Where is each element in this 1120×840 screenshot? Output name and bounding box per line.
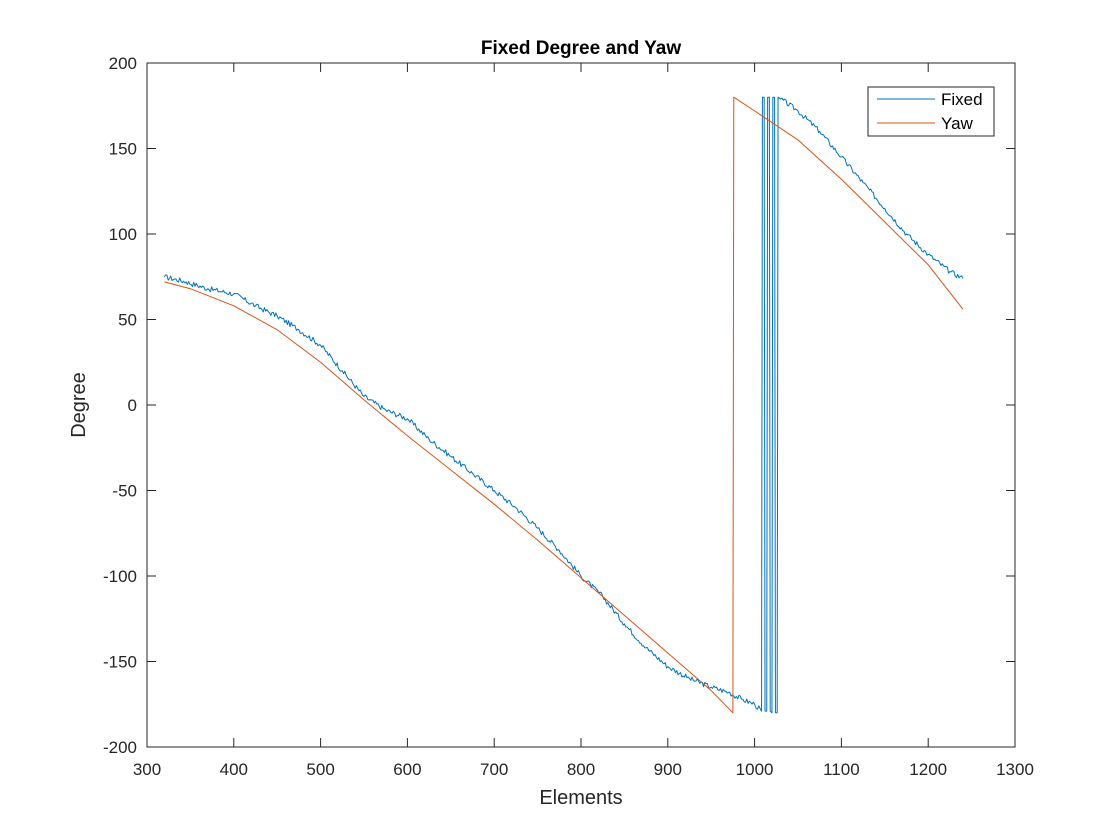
y-tick-label: -50 bbox=[112, 482, 137, 501]
y-tick-label: -200 bbox=[103, 738, 137, 757]
x-tick-label: 300 bbox=[133, 760, 161, 779]
y-tick-label: 200 bbox=[109, 54, 137, 73]
x-tick-label: 400 bbox=[220, 760, 248, 779]
y-tick-label: -100 bbox=[103, 567, 137, 586]
y-tick-label: -150 bbox=[103, 653, 137, 672]
series-line-fixed bbox=[163, 96, 964, 714]
x-tick-label: 600 bbox=[393, 760, 421, 779]
x-tick-label: 500 bbox=[306, 760, 334, 779]
x-tick-label: 1000 bbox=[736, 760, 774, 779]
x-tick-label: 1100 bbox=[823, 760, 860, 779]
legend-label-yaw: Yaw bbox=[941, 114, 974, 133]
y-axis-label: Degree bbox=[68, 372, 90, 438]
x-tick-label: 700 bbox=[480, 760, 508, 779]
series-line-yaw bbox=[164, 96, 964, 714]
plot-area bbox=[147, 63, 1015, 747]
y-tick-label: 100 bbox=[109, 225, 137, 244]
x-tick-label: 800 bbox=[567, 760, 595, 779]
y-tick-label: 0 bbox=[128, 396, 137, 415]
x-axis-label: Elements bbox=[539, 787, 622, 809]
y-tick-label: 50 bbox=[118, 311, 137, 330]
legend-box bbox=[867, 86, 995, 137]
y-tick-label: 150 bbox=[109, 140, 137, 159]
x-tick-label: 1200 bbox=[909, 760, 947, 779]
x-tick-label: 900 bbox=[654, 760, 682, 779]
chart-title: Fixed Degree and Yaw bbox=[481, 38, 682, 59]
legend-label-fixed: Fixed bbox=[941, 90, 983, 109]
x-tick-label: 1300 bbox=[996, 760, 1034, 779]
